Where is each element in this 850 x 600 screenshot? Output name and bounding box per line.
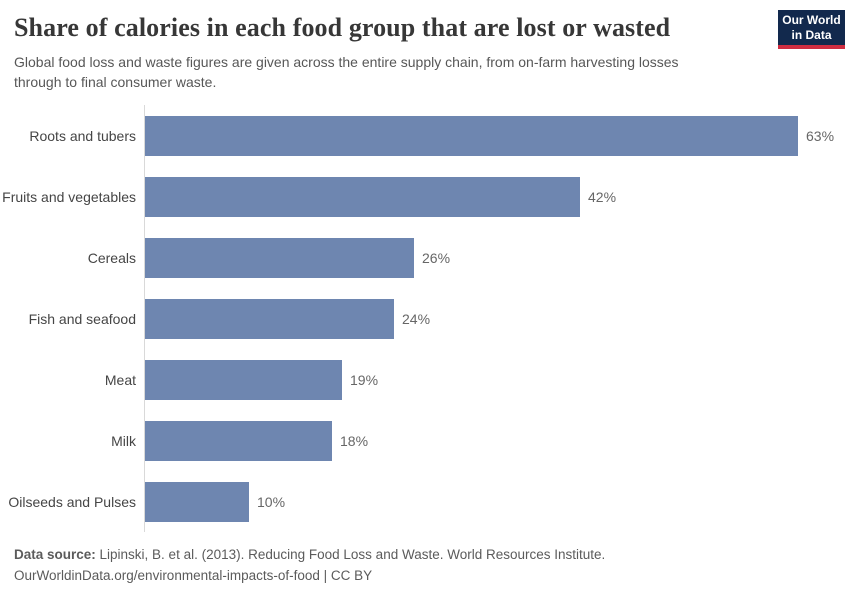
chart-subtitle: Global food loss and waste figures are g… [14,53,679,90]
bar-chart: Roots and tubers 63% Fruits and vegetables… [0,105,850,532]
datasource-label: Data source: [14,546,96,562]
category-label: Fish and seafood [28,310,136,327]
chart-footer: Data source: Lipinski, B. et al. (2013).… [14,544,836,587]
bar-row: Fish and seafood 24% [0,288,850,349]
bar[interactable] [145,237,414,278]
value-label: 24% [402,310,431,327]
bar-row: Roots and tubers 63% [0,105,850,166]
category-label: Roots and tubers [29,127,136,144]
value-label: 42% [588,188,617,205]
bar-row: Meat 19% [0,349,850,410]
datasource-text: Lipinski, B. et al. (2013). Reducing Foo… [95,546,606,562]
bar-track: 63% [144,105,850,166]
bar-track: 26% [144,227,850,288]
category-label: Milk [111,432,136,449]
chart-header: Share of calories in each food group tha… [0,0,850,92]
value-label: 19% [350,371,379,388]
category-label: Oilseeds and Pulses [8,493,136,510]
bar[interactable] [145,481,249,522]
bar-row: Oilseeds and Pulses 10% [0,471,850,532]
datasource-line: Data source: Lipinski, B. et al. (2013).… [14,544,836,566]
bar-track: 10% [144,471,850,532]
category-label: Fruits and vegetables [2,188,136,205]
value-label: 10% [257,493,286,510]
bar-row: Fruits and vegetables 42% [0,166,850,227]
bar-track: 19% [144,349,850,410]
bar[interactable] [145,420,332,461]
bar-track: 42% [144,166,850,227]
bar[interactable] [145,176,580,217]
bar[interactable] [145,298,394,339]
owid-logo-line2: in Data [791,27,832,42]
category-label: Cereals [87,249,136,266]
value-label: 26% [422,249,451,266]
bar[interactable] [145,359,342,400]
owid-logo-line1: Our World [782,13,841,28]
category-label: Meat [104,371,136,388]
chart-title: Share of calories in each food group tha… [14,13,671,42]
value-label: 18% [340,432,369,449]
bar-track: 18% [144,410,850,471]
owid-logo[interactable]: Our World in Data [778,10,845,49]
bar-row: Milk 18% [0,410,850,471]
value-label: 63% [806,127,835,144]
bar-row: Cereals 26% [0,227,850,288]
bar[interactable] [145,115,798,156]
bar-track: 24% [144,288,850,349]
attribution-line: OurWorldinData.org/environmental-impacts… [14,568,373,584]
